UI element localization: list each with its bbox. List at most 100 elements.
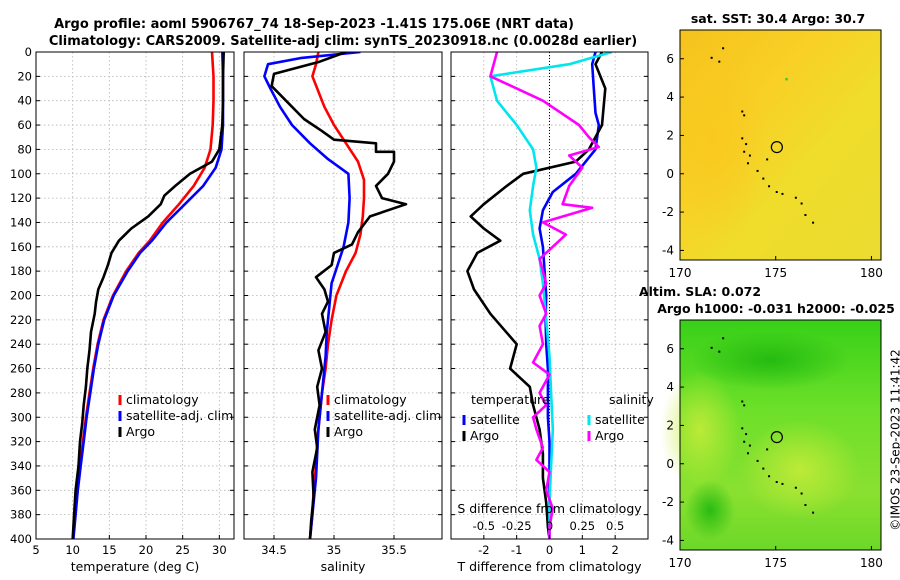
map-y-tick-label: 6 [666, 342, 674, 356]
x-tick-label: 34.5 [261, 543, 287, 557]
legend-label: climatology [126, 392, 199, 407]
y-tick-label: 360 [10, 483, 32, 497]
legend-label: climatology [334, 392, 407, 407]
legend-label: satellite [595, 412, 645, 427]
y-tick-label: 220 [10, 313, 32, 327]
map-y-tick-label: 6 [666, 52, 674, 66]
map-x-tick-label: 175 [764, 556, 787, 570]
y-tick-label: 80 [17, 142, 32, 156]
island-mark [741, 137, 744, 140]
top-tick-label: -0.5 [473, 519, 495, 533]
top-tick-label: 0 [546, 519, 553, 533]
legend-title: temperature [471, 392, 550, 407]
island-mark [747, 452, 749, 455]
island-mark [775, 191, 778, 193]
x-tick-label: 5 [32, 543, 39, 557]
island-mark [768, 475, 771, 478]
map-y-tick-label: 0 [666, 167, 674, 181]
y-tick-label: 200 [10, 289, 32, 303]
map-y-tick-label: 2 [666, 128, 674, 142]
title-line-1: Argo profile: aoml 5906767_74 18-Sep-202… [54, 17, 574, 32]
y-tick-label: 0 [25, 45, 32, 59]
y-tick-label: 60 [17, 118, 32, 132]
island-mark [794, 196, 797, 199]
series-line-argo [270, 52, 408, 539]
salinity-panel: 34.5 35 35.5 salinity climatologysatellite-a… [243, 51, 443, 574]
island-mark [781, 482, 784, 485]
island-mark [781, 192, 784, 195]
x-tick-label: 30 [212, 543, 227, 557]
map-x-tick-label: 175 [764, 266, 787, 280]
island-mark [812, 221, 815, 224]
x-tick-label: 2 [612, 543, 619, 557]
island-mark [748, 444, 751, 447]
x-tick-label: 25 [175, 543, 190, 557]
y-tick-label: 180 [10, 264, 32, 278]
island-mark [745, 433, 748, 436]
island-mark [741, 110, 744, 113]
sla-map-light-patch [740, 420, 860, 520]
map-x-tick-label: 170 [669, 266, 692, 280]
sla-map-dark-patch [685, 480, 735, 540]
island-mark [743, 404, 746, 407]
sla-map-panel: Altim. SLA: 0.072 Argo h1000: -0.031 h20… [639, 284, 895, 570]
y-tick-label: 120 [10, 191, 32, 205]
island-mark [756, 169, 759, 172]
x-axis-label: T difference from climatology [456, 559, 642, 574]
island-mark [800, 492, 803, 495]
island-mark [748, 154, 751, 157]
y-tick-label: 300 [10, 410, 32, 424]
imos-credit: ©IMOS 23-Sep-2023 11:41:42 [889, 349, 900, 531]
legend-label: satellite-adj. clim [126, 408, 233, 423]
island-mark [710, 346, 713, 349]
map-y-tick-label: 4 [666, 380, 674, 394]
x-tick-label: 10 [65, 543, 80, 557]
map-y-tick-label: 4 [666, 90, 674, 104]
island-mark [775, 481, 778, 483]
sst-map-warm-patch [680, 40, 790, 240]
legend-label: satellite-adj. clim [334, 408, 441, 423]
map-y-tick-label: -4 [662, 243, 674, 257]
x-axis-label: temperature (deg C) [71, 559, 200, 574]
y-tick-label: 320 [10, 435, 32, 449]
island-mark [718, 60, 721, 63]
green-pixel [785, 77, 788, 81]
island-mark [741, 400, 744, 403]
island-mark [756, 459, 759, 462]
series-line-satellite-adj-clim [72, 52, 225, 539]
title-line-2: Climatology: CARS2009. Satellite-adj cli… [49, 34, 637, 49]
y-tick-label: 160 [10, 240, 32, 254]
series-line-argo [71, 52, 225, 539]
x-axis-label: salinity [321, 559, 366, 574]
map-y-tick-label: -4 [662, 533, 674, 547]
y-tick-label: 340 [10, 459, 32, 473]
island-mark [768, 185, 771, 188]
y-tick-label: 20 [17, 69, 32, 83]
top-tick-label: 0.25 [570, 519, 596, 533]
series-line-t-satellite [538, 52, 601, 539]
argo-float-marker [770, 431, 783, 444]
y-tick-label: 380 [10, 508, 32, 522]
legend-title: salinity [609, 392, 654, 407]
island-mark [800, 202, 803, 205]
top-axis-label: S difference from climatology [457, 501, 642, 516]
island-mark [804, 504, 807, 506]
island-mark [812, 511, 815, 514]
map-y-tick-label: 2 [666, 418, 674, 432]
series-line-s-argo [489, 52, 601, 539]
island-mark [722, 47, 725, 50]
sla-map-subtitle: Argo h1000: -0.031 h2000: -0.025 [657, 301, 895, 316]
legend-label: Argo [126, 424, 155, 439]
island-mark [710, 56, 713, 59]
x-tick-label: 35 [327, 543, 342, 557]
top-tick-label: 0.5 [606, 519, 624, 533]
x-tick-label: 20 [139, 543, 154, 557]
island-mark [804, 214, 807, 216]
x-tick-label: 1 [579, 543, 586, 557]
sla-map-frame [679, 319, 882, 551]
sst-map-title: sat. SST: 30.4 Argo: 30.7 [691, 11, 865, 26]
sst-map-panel: sat. SST: 30.4 Argo: 30.7 170 175 180 -4 -2 0… [662, 11, 883, 280]
island-mark [741, 427, 744, 430]
map-y-tick-label: -2 [662, 495, 674, 509]
map-x-tick-label: 170 [669, 556, 692, 570]
